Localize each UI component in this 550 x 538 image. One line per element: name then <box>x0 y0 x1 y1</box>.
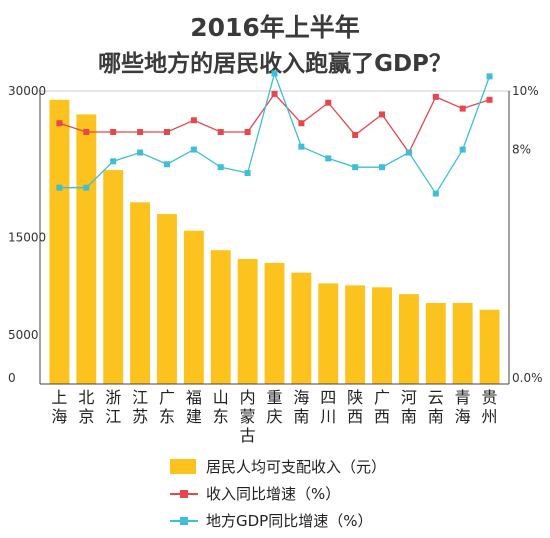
category-label: 福建 <box>186 388 202 426</box>
gdp-growth-marker <box>325 155 332 162</box>
bar <box>318 283 339 384</box>
bar <box>291 272 312 384</box>
income-growth-marker <box>298 120 305 127</box>
bar <box>452 302 473 384</box>
left-axis-tick-label: 15000 <box>8 231 46 245</box>
gdp-growth-marker <box>56 184 63 191</box>
gdp-growth-marker <box>352 164 359 171</box>
bar <box>372 287 392 384</box>
category-label: 重庆 <box>266 388 282 426</box>
category-label: 广西 <box>374 388 390 426</box>
gdp-growth-marker <box>137 149 144 156</box>
income-growth-marker <box>56 120 63 127</box>
gdp-growth-marker <box>432 190 439 197</box>
bar <box>479 309 500 384</box>
right-axis-tick-label: 8% <box>512 143 531 157</box>
gdp-growth-marker <box>163 161 170 168</box>
gdp-growth-marker <box>405 149 412 156</box>
gdp-growth-marker <box>244 170 251 177</box>
category-label: 山东 <box>213 388 229 426</box>
category-label: 内蒙古 <box>240 388 256 445</box>
income-growth-line <box>59 92 490 154</box>
right-axis-tick-label: 10% <box>512 84 539 98</box>
left-axis-tick-label: 0 <box>8 371 16 385</box>
bar <box>210 250 231 384</box>
income-growth-marker <box>325 99 332 106</box>
category-label: 四川 <box>320 388 336 426</box>
left-axis-tick-label: 30000 <box>8 84 46 98</box>
income-growth-marker <box>486 96 493 103</box>
category-label: 海南 <box>293 388 309 426</box>
category-label: 广东 <box>159 388 175 426</box>
legend-label-income-level: 居民人均可支配收入（元） <box>206 458 387 476</box>
bar <box>264 262 285 384</box>
category-label: 陕西 <box>347 388 363 426</box>
category-label: 河南 <box>401 388 417 426</box>
gdp-growth-marker <box>271 70 278 77</box>
gdp-growth-marker <box>379 164 386 171</box>
bar <box>237 258 258 384</box>
gdp-growth-marker <box>217 164 224 171</box>
bar <box>183 230 204 384</box>
category-label: 青海 <box>455 388 471 426</box>
income-growth-marker <box>163 129 170 136</box>
income-growth-marker <box>432 93 439 100</box>
legend-label-income-growth: 收入同比增速（%） <box>206 485 341 503</box>
left-axis-tick-label: 5000 <box>8 328 39 342</box>
gdp-growth-marker <box>459 146 466 153</box>
gdp-growth-marker <box>83 184 90 191</box>
income-growth-marker <box>244 129 251 136</box>
category-label: 北京 <box>78 388 94 426</box>
income-growth-marker <box>110 129 117 136</box>
bar <box>157 214 177 384</box>
income-growth-marker <box>83 129 90 136</box>
legend-label-gdp-growth: 地方GDP同比增速（%） <box>206 512 373 530</box>
legend-swatch-income-marker <box>180 490 188 498</box>
income-growth-marker <box>217 129 224 136</box>
income-growth-marker <box>459 105 466 112</box>
chart-title-line1: 2016年上半年 <box>190 13 360 42</box>
category-label: 云南 <box>428 388 444 426</box>
income-growth-marker <box>137 129 144 136</box>
bar <box>130 202 151 384</box>
category-label: 浙江 <box>105 388 121 426</box>
bar <box>345 285 366 384</box>
income-growth-marker <box>271 90 278 97</box>
income-growth-marker <box>352 131 359 138</box>
chart-canvas: 0 5000 15000 30000 0.0% 8% 10% 上海北京浙江江苏广东福建山东内蒙… <box>8 70 543 445</box>
gdp-growth-marker <box>190 146 197 153</box>
bar <box>103 170 124 384</box>
right-axis-tick-label: 0.0% <box>512 371 543 385</box>
category-label: 上海 <box>51 388 67 426</box>
gdp-growth-marker <box>486 73 493 80</box>
income-growth-marker <box>379 111 386 118</box>
gdp-growth-marker <box>110 158 117 165</box>
bar <box>76 114 97 384</box>
legend-swatch-bar <box>170 459 196 474</box>
bar <box>398 294 419 384</box>
category-label: 江苏 <box>132 388 148 426</box>
gdp-growth-marker <box>298 143 305 150</box>
category-label: 贵州 <box>482 388 498 426</box>
legend-swatch-gdp-marker <box>180 517 188 525</box>
bar <box>425 302 446 384</box>
income-growth-marker <box>190 117 197 124</box>
bar <box>49 99 70 384</box>
